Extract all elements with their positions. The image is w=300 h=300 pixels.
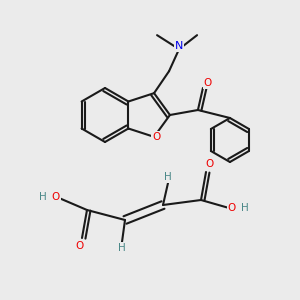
Text: H: H <box>118 243 126 253</box>
Text: O: O <box>205 159 213 169</box>
Text: O: O <box>228 203 236 213</box>
Text: N: N <box>175 41 183 51</box>
Text: O: O <box>52 192 60 202</box>
Text: O: O <box>204 78 212 88</box>
Text: H: H <box>241 203 249 213</box>
Text: O: O <box>152 132 160 142</box>
Text: H: H <box>39 192 47 202</box>
Text: H: H <box>164 172 172 182</box>
Text: O: O <box>76 241 84 251</box>
